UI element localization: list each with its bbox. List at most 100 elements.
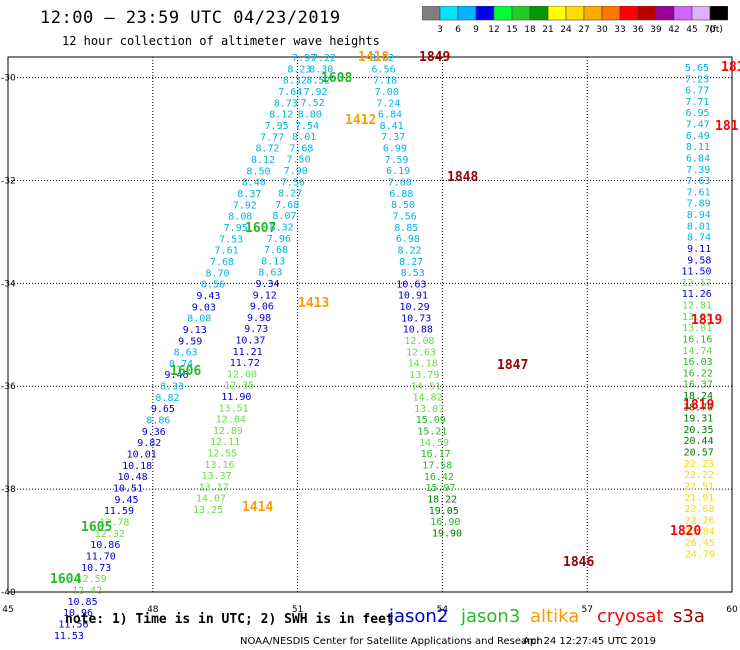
wave-height-value: 8.40 (242, 178, 266, 189)
wave-height-value: 11.72 (230, 358, 260, 369)
wave-height-value: 14.59 (419, 438, 449, 449)
wave-height-value: 8.41 (380, 121, 404, 132)
wave-height-value: 6.84 (686, 153, 710, 164)
wave-height-value: 12.08 (404, 336, 434, 347)
wave-height-value: 8.27 (278, 189, 302, 200)
wave-height-value: 18.70 (683, 402, 713, 413)
wave-height-value: 8.50 (246, 166, 270, 177)
wave-height-value: 7.22 (312, 53, 336, 64)
wave-height-value: 13.17 (199, 482, 229, 493)
wave-height-value: 12.55 (207, 449, 237, 460)
pass-label: 1819 (691, 313, 722, 328)
wave-height-value: 8.32 (270, 223, 294, 234)
wave-height-value: 8.86 (146, 416, 170, 427)
wave-height-value: 8.72 (256, 144, 280, 155)
colorbar-label: 42 (668, 25, 679, 35)
longitude-tick-label: 48 (147, 605, 159, 615)
wave-height-value: 7.24 (376, 98, 400, 109)
wave-height-value: 16.90 (430, 517, 460, 528)
wave-height-value: 10.01 (127, 450, 157, 461)
wave-height-value: 18.24 (683, 391, 713, 402)
wave-height-value: 12.32 (95, 529, 125, 540)
wave-height-value: 8.08 (228, 212, 252, 223)
colorbar-label: 36 (632, 25, 644, 35)
wave-height-value: 11.26 (682, 289, 712, 300)
wave-height-value: 7.92 (233, 200, 257, 211)
colorbar-label: 70 (704, 25, 716, 35)
colorbar-label: 24 (560, 25, 572, 35)
wave-height-value: 10.85 (67, 597, 97, 608)
wave-height-value: 16.16 (682, 334, 712, 345)
wave-height-value: 26.45 (685, 538, 715, 549)
wave-height-value: 10.63 (396, 279, 426, 290)
wave-height-value: 11.90 (221, 392, 251, 403)
wave-height-value: 9.58 (687, 255, 711, 266)
wave-height-value: 9.03 (192, 302, 216, 313)
wave-height-value: 7.50 (287, 155, 311, 166)
colorbar-label: 6 (455, 25, 461, 35)
wave-height-value: 7.63 (686, 176, 710, 187)
wave-height-value: 6.99 (383, 144, 407, 155)
colorbar-label: (ft) (709, 25, 723, 35)
wave-height-value: 11.70 (86, 552, 116, 563)
wave-height-value: 12.17 (682, 278, 712, 289)
wave-height-value: 8.27 (399, 257, 423, 268)
wave-height-value: 7.92 (303, 87, 327, 98)
wave-height-value: 8.56 (201, 280, 225, 291)
longitude-tick-label: 60 (726, 605, 738, 615)
wave-height-value: 14.51 (411, 381, 441, 392)
colorbar-label: 27 (578, 25, 589, 35)
wave-height-value: 7.97 (292, 53, 316, 64)
wave-height-value: 9.43 (196, 291, 220, 302)
wave-height-value: 9.06 (250, 302, 274, 313)
wave-height-value: 9.82 (137, 438, 161, 449)
wave-height-value: 7.54 (295, 121, 319, 132)
wave-height-value: 16.22 (683, 368, 713, 379)
wave-height-value: 6.98 (396, 234, 420, 245)
wave-height-value: 10.29 (400, 302, 430, 313)
wave-height-value: 12.63 (406, 347, 436, 358)
wave-height-value: 7.52 (301, 98, 325, 109)
pass-label: 1605 (81, 520, 112, 535)
wave-height-value: 12.35 (224, 381, 254, 392)
wave-height-value: 7.89 (687, 199, 711, 210)
wave-height-colorbar: 3 6 9 12 15 18 21 24 27 30 33 36 39 42 45 70(ft) (422, 6, 728, 35)
wave-height-value: 10.86 (90, 540, 120, 551)
wave-height-value: 16.03 (683, 357, 713, 368)
wave-height-value: 24.79 (685, 549, 715, 560)
wave-height-value: 8.52 (306, 76, 330, 87)
wave-height-value: 6.49 (686, 131, 710, 142)
wave-height-value: 10.48 (118, 472, 148, 483)
wave-height-value: 6.77 (685, 86, 709, 97)
wave-height-value: 9.98 (247, 313, 271, 324)
wave-height-value: 18.22 (427, 494, 457, 505)
legend-jason2: jason2 (389, 606, 449, 627)
wave-height-value: 7.90 (284, 166, 308, 177)
wave-height-value: 15.21 (417, 427, 447, 438)
longitude-tick-label: 54 (437, 605, 449, 615)
wave-height-value: 8.73 (274, 98, 298, 109)
wave-height-value: 7.37 (381, 132, 405, 143)
wave-height-value: 23.84 (685, 527, 715, 538)
wave-height-value: 14.07 (196, 494, 226, 505)
wave-height-value: 12.08 (227, 369, 257, 380)
wave-height-value: 8.12 (251, 155, 275, 166)
latitude-tick-label: -34 (1, 279, 16, 289)
pass-label: 1418 (358, 50, 389, 65)
wave-height-value: 6.84 (378, 110, 402, 121)
track-d: 5.657.236.777.716.957.476.498.116.847.39… (681, 63, 715, 560)
latitude-tick-label: -40 (1, 588, 16, 598)
wave-height-value: 8.82 (155, 393, 179, 404)
wave-height-value: 7.68 (289, 143, 313, 154)
pass-label: 1604 (50, 572, 81, 587)
wave-height-value: 8.92 (370, 53, 394, 64)
latitude-tick-label: -38 (1, 485, 16, 495)
pass-label: 1607 (245, 221, 276, 236)
note-text: note: 1) Time is in UTC; 2) SWH is in fe… (65, 612, 394, 627)
wave-height-value: 8.01 (687, 221, 711, 232)
wave-height-value: 13.51 (218, 403, 248, 414)
wave-height-value: 12.81 (682, 301, 712, 312)
longitude-tick-label: 51 (292, 605, 303, 615)
wave-height-value: 8.94 (687, 210, 711, 221)
wave-height-value: 7.61 (686, 187, 710, 198)
